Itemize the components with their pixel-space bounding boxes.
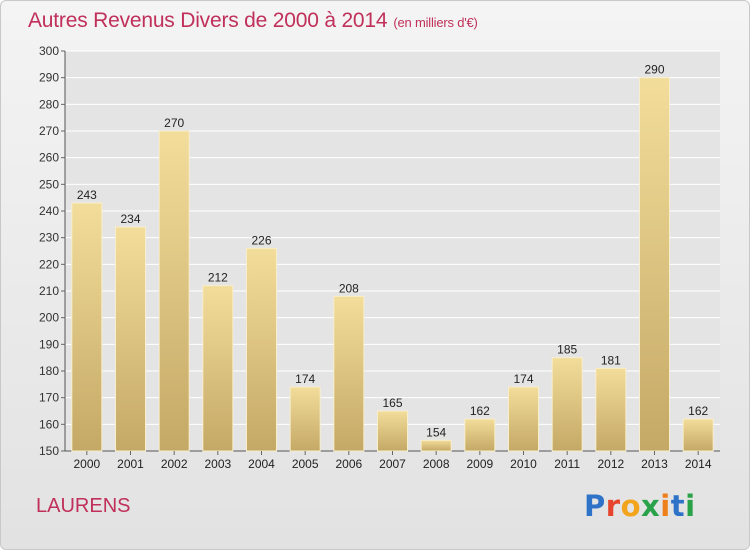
data-label: 290 xyxy=(644,63,664,77)
y-tick-label: 190 xyxy=(39,337,59,351)
data-label: 162 xyxy=(688,404,708,418)
logo-letter: r xyxy=(605,489,621,523)
y-tick-label: 240 xyxy=(39,204,59,218)
chart-title: Autres Revenus Divers de 2000 à 2014 (en … xyxy=(28,9,478,33)
y-tick-label: 210 xyxy=(39,284,59,298)
x-tick-label: 2007 xyxy=(379,457,406,471)
bar-2011 xyxy=(551,357,583,452)
x-tick-label: 2008 xyxy=(423,457,450,471)
logo-letter: x xyxy=(641,489,661,523)
bar-2008 xyxy=(420,439,452,452)
bar-2009 xyxy=(464,418,496,452)
x-tick-label: 2002 xyxy=(161,457,188,471)
y-tick-label: 170 xyxy=(39,391,59,405)
x-tick-label: 2010 xyxy=(510,457,537,471)
data-label: 208 xyxy=(339,281,359,295)
chart-unit-label: (en milliers d'€) xyxy=(393,15,478,30)
x-tick-label: 2011 xyxy=(554,457,580,471)
bar-2014 xyxy=(682,418,714,452)
bar-2002 xyxy=(158,130,190,452)
y-tick-label: 270 xyxy=(39,124,59,138)
data-label: 234 xyxy=(120,212,140,226)
y-tick-label: 230 xyxy=(39,231,59,245)
logo-letter: i xyxy=(685,489,696,523)
logo-letter: o xyxy=(620,489,642,523)
x-tick-label: 2009 xyxy=(466,457,493,471)
y-tick-label: 290 xyxy=(39,71,59,85)
y-tick-label: 250 xyxy=(39,177,59,191)
data-label: 174 xyxy=(295,372,315,386)
x-tick-label: 2001 xyxy=(117,457,144,471)
bar-2012 xyxy=(595,367,627,452)
y-tick-label: 200 xyxy=(39,311,59,325)
y-tick-label: 220 xyxy=(39,257,59,271)
proxiti-logo: Proxiti xyxy=(584,489,696,523)
data-label: 174 xyxy=(513,372,533,386)
y-tick-label: 150 xyxy=(39,444,59,458)
x-tick-label: 2004 xyxy=(248,457,275,471)
bar-2007 xyxy=(377,410,408,452)
x-tick-label: 2014 xyxy=(685,457,712,471)
data-label: 226 xyxy=(251,233,271,247)
logo-letter: i xyxy=(660,489,671,523)
chart-title-text: Autres Revenus Divers de 2000 à 2014 xyxy=(28,9,388,32)
data-label: 154 xyxy=(426,425,446,439)
y-tick-label: 280 xyxy=(39,97,59,111)
bar-2003 xyxy=(202,285,234,452)
x-tick-label: 2012 xyxy=(597,457,624,471)
data-label: 162 xyxy=(470,404,490,418)
y-tick-label: 160 xyxy=(39,417,59,431)
bar-2010 xyxy=(508,386,539,452)
data-label: 185 xyxy=(557,343,577,357)
y-tick-label: 300 xyxy=(39,44,59,58)
x-tick-label: 2000 xyxy=(73,457,100,471)
x-tick-label: 2005 xyxy=(292,457,319,471)
y-tick-label: 260 xyxy=(39,151,59,165)
data-label: 212 xyxy=(208,271,228,285)
data-label: 165 xyxy=(382,396,402,410)
logo-letter: t xyxy=(670,489,686,523)
data-label: 270 xyxy=(164,116,184,130)
bar-2006 xyxy=(333,295,365,452)
logo-letter: P xyxy=(584,489,606,523)
bar-2005 xyxy=(289,386,321,452)
y-tick-label: 180 xyxy=(39,364,59,378)
x-tick-label: 2003 xyxy=(204,457,231,471)
bar-2013 xyxy=(639,77,670,452)
data-label: 181 xyxy=(601,353,621,367)
place-label: LAURENS xyxy=(36,495,131,517)
bar-2000 xyxy=(71,202,103,452)
bar-2001 xyxy=(115,226,146,452)
x-tick-label: 2013 xyxy=(641,457,668,471)
bar-2004 xyxy=(246,247,277,452)
x-tick-label: 2006 xyxy=(335,457,362,471)
data-label: 243 xyxy=(77,188,97,202)
